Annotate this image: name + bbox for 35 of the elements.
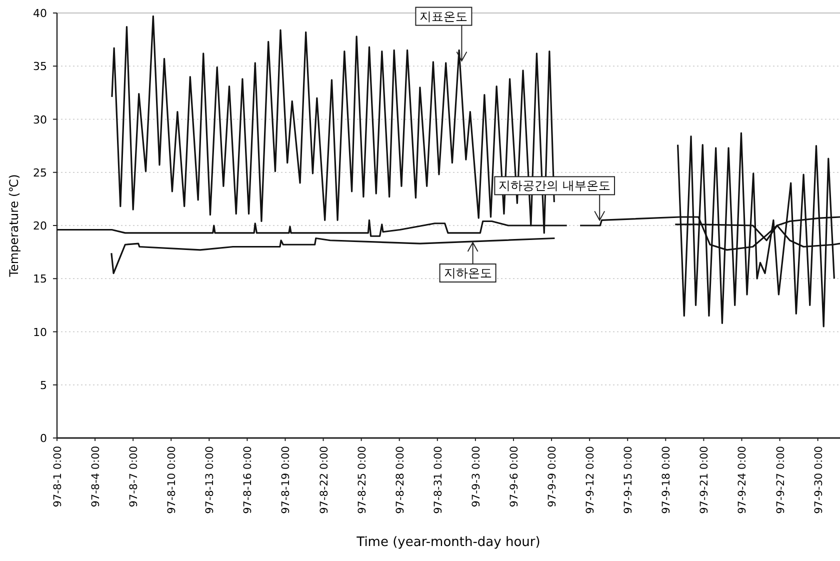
y-tick-label: 25: [33, 166, 47, 180]
y-tick-label: 30: [33, 113, 47, 126]
x-tick-label: 97-8-25 0:00: [356, 446, 368, 514]
x-tick-label: 97-8-7 0:00: [128, 446, 140, 508]
x-tick-label: 97-9-18 0:00: [660, 446, 673, 514]
y-tick-label: 0: [40, 432, 47, 445]
x-tick-label: 97-9-3 0:00: [470, 446, 482, 508]
x-tick-label: 97-9-30 0:00: [812, 446, 825, 514]
y-tick-label: 15: [33, 272, 47, 286]
annotation: 지표온도: [420, 9, 468, 24]
y-tick-label: 35: [33, 60, 47, 74]
x-tick-label: 97-9-21 0:00: [698, 446, 711, 514]
annotation: 지하공간의 내부온도: [498, 178, 611, 193]
x-tick-label: 97-9-27 0:00: [774, 446, 787, 514]
y-tick-label: 40: [33, 7, 47, 20]
x-tick-label: 97-9-15 0:00: [622, 446, 635, 514]
x-tick-label: 97-9-9 0:00: [546, 446, 559, 508]
x-tick-label: 97-8-16 0:00: [242, 446, 254, 514]
y-tick-label: 10: [33, 326, 47, 339]
x-axis-title: Time (year-month-day hour): [356, 535, 540, 550]
x-tick-label: 97-9-12 0:00: [584, 446, 597, 514]
annotation: 지하온도: [444, 266, 492, 280]
x-tick-label: 97-8-28 0:00: [394, 446, 406, 514]
x-tick-label: 97-9-6 0:00: [508, 446, 520, 508]
y-tick-label: 5: [40, 378, 47, 392]
x-tick-label: 97-8-1 0:00: [52, 446, 64, 508]
x-tick-label: 97-8-10 0:00: [166, 446, 178, 514]
x-tick-label: 97-8-22 0:00: [318, 446, 330, 514]
x-tick-label: 97-8-31 0:00: [432, 446, 444, 514]
x-tick-label: 97-8-4 0:00: [90, 446, 102, 508]
x-tick-label: 97-9-24 0:00: [736, 446, 749, 514]
x-tick-label: 97-8-19 0:00: [280, 446, 292, 514]
y-axis-title: Temperature (℃): [7, 174, 21, 278]
y-tick-label: 20: [33, 220, 47, 232]
x-tick-label: 97-8-13 0:00: [204, 446, 216, 514]
